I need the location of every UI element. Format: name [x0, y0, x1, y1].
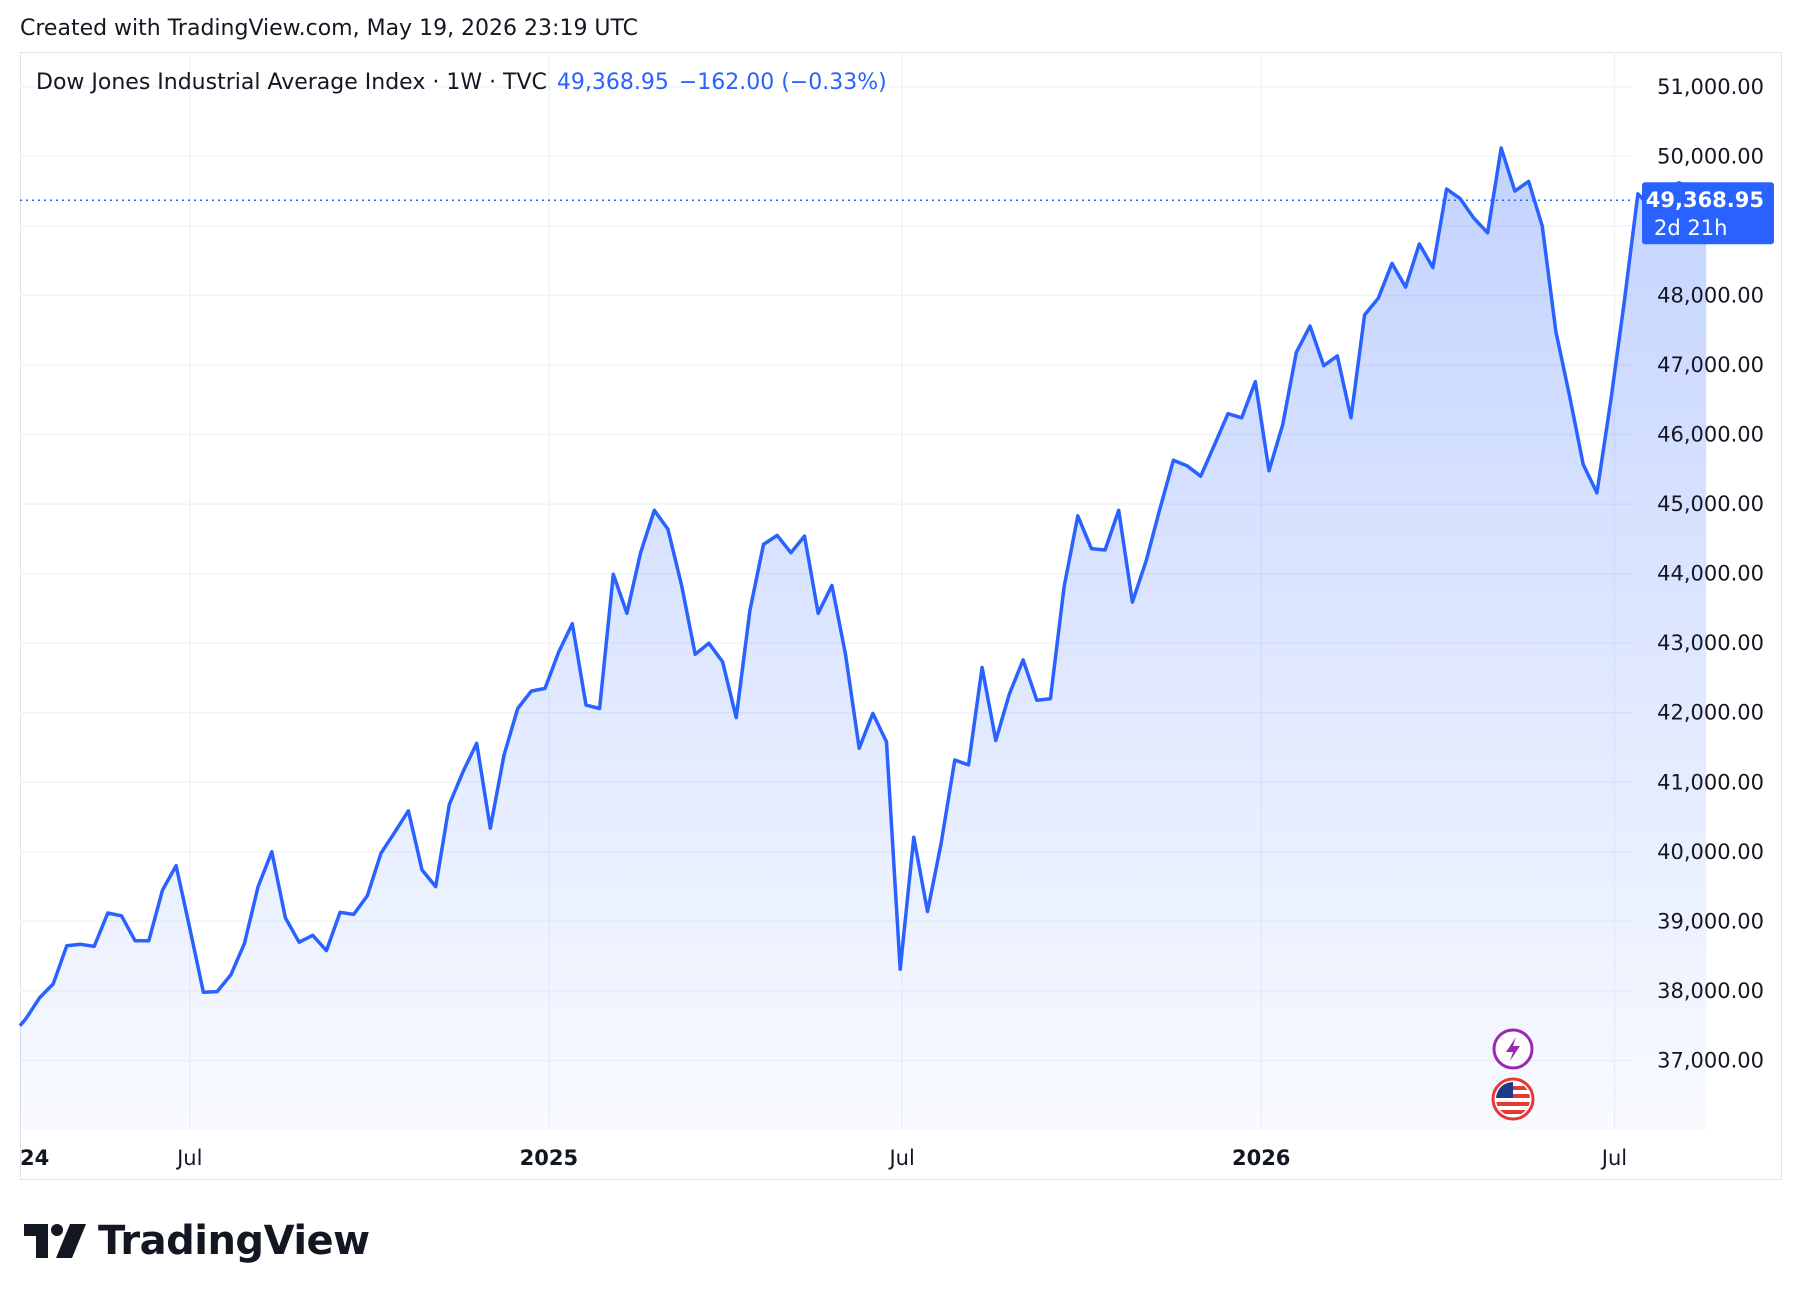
y-tick-label: 37,000.00 [1657, 1048, 1764, 1072]
y-tick-label: 51,000.00 [1657, 75, 1764, 99]
y-tick-label: 41,000.00 [1657, 770, 1764, 794]
x-axis: 24 Jul 2025 Jul 2026 Jul [20, 1146, 1627, 1170]
x-tick-label: 2025 [520, 1146, 578, 1170]
y-tick-label: 44,000.00 [1657, 562, 1764, 586]
series-line-path[interactable] [18, 146, 1708, 1027]
brand-name: TradingView [98, 1218, 370, 1264]
tradingview-logo-icon [24, 1224, 86, 1258]
y-tick-label: 39,000.00 [1657, 909, 1764, 933]
y-tick-label: 38,000.00 [1657, 979, 1764, 1003]
us-flag-icon[interactable] [1491, 1077, 1535, 1121]
y-tick-label: 43,000.00 [1657, 631, 1764, 655]
y-tick-label: 45,000.00 [1657, 492, 1764, 516]
y-tick-label: 50,000.00 [1657, 144, 1764, 168]
chart-frame [20, 52, 1782, 1180]
area-fill [20, 148, 1707, 1130]
y-tick-label: 48,000.00 [1657, 283, 1764, 307]
lightning-icon[interactable] [1492, 1028, 1534, 1070]
chart-legend: Dow Jones Industrial Average Index · 1W … [36, 70, 887, 95]
created-with-text: Created with TradingView.com, May 19, 20… [20, 16, 639, 41]
legend-change: −162.00 (−0.33%) [678, 70, 887, 95]
last-price-value: 49,368.95 [1646, 188, 1764, 212]
y-tick-label: 42,000.00 [1657, 701, 1764, 725]
tradingview-logo[interactable]: TradingView [24, 1218, 370, 1264]
area-fill-path [20, 148, 1707, 1130]
x-tick-label: 24 [20, 1146, 49, 1170]
last-price-countdown: 2d 21h [1654, 216, 1727, 240]
last-price-label: 49,368.95 2d 21h [1642, 182, 1774, 245]
y-tick-label: 46,000.00 [1657, 423, 1764, 447]
y-tick-label: 40,000.00 [1657, 840, 1764, 864]
last-price-label-bg [1642, 182, 1774, 245]
x-tick-label: Jul [887, 1146, 914, 1170]
x-tick-label: Jul [175, 1146, 202, 1170]
legend-last-value: 49,368.95 [556, 70, 669, 95]
x-tick-label: Jul [1600, 1146, 1627, 1170]
x-tick-label: 2026 [1232, 1146, 1290, 1170]
y-axis: 37,000.00 38,000.00 39,000.00 40,000.00 41,0… [1657, 75, 1764, 1073]
legend-title: Dow Jones Industrial Average Index · 1W … [36, 70, 547, 95]
series-line [18, 146, 1708, 1027]
y-tick-label: 47,000.00 [1657, 353, 1764, 377]
